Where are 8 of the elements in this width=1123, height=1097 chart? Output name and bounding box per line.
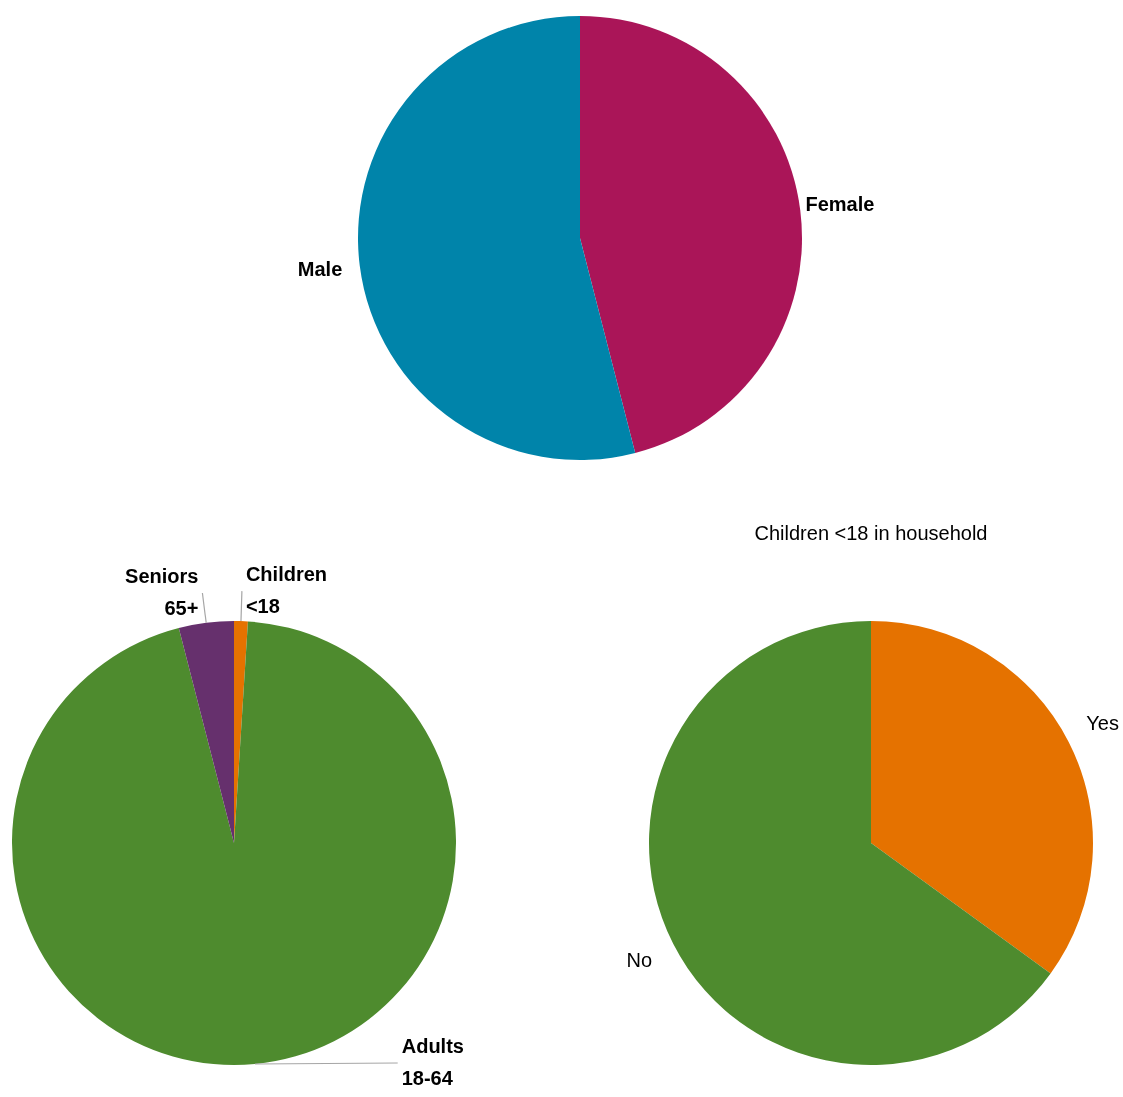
slice-label: No	[626, 948, 653, 971]
slice-label: Adults 18-64	[401, 1034, 464, 1089]
slice-label: Children <18	[245, 562, 328, 617]
slice-label: Yes	[1086, 712, 1119, 735]
slice-label: Female	[805, 192, 875, 215]
chart-title: Children <18 in household	[754, 521, 988, 544]
slice-label: Male	[297, 258, 343, 281]
slice-label: Seniors 65+	[125, 564, 199, 619]
